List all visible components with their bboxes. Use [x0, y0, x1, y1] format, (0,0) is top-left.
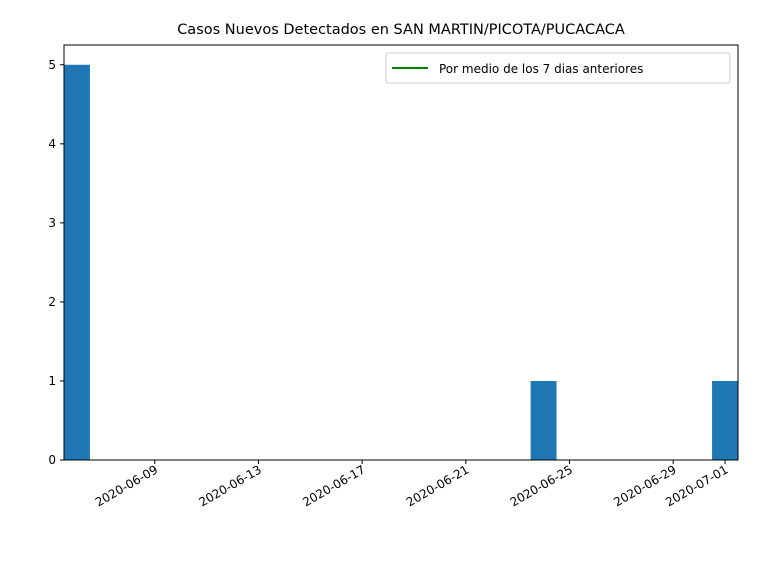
y-tick-label: 2	[48, 295, 56, 309]
chart-title: Casos Nuevos Detectados en SAN MARTIN/PI…	[177, 22, 625, 38]
x-tick-label: 2020-06-17	[300, 462, 367, 509]
y-tick-label: 3	[48, 216, 56, 230]
x-tick-label: 2020-06-25	[508, 462, 575, 509]
x-tick-label: 2020-06-21	[404, 462, 471, 509]
y-tick-label: 5	[48, 58, 56, 72]
y-axis: 0 1 2 3 4 5	[48, 58, 64, 467]
plot-frame	[63, 44, 739, 461]
bar-2020-07-01	[712, 380, 738, 460]
bars-layer	[64, 64, 738, 460]
bar-2020-06-24	[530, 380, 557, 460]
legend-label: Por medio de los 7 dias anteriores	[439, 62, 643, 76]
legend: Por medio de los 7 dias anteriores	[385, 52, 731, 84]
y-tick-label: 1	[48, 374, 56, 388]
bar-2020-06-06	[64, 64, 90, 460]
x-tick-label: 2020-06-09	[93, 462, 160, 509]
legend-frame	[385, 52, 731, 84]
x-tick-label: 2020-06-13	[197, 462, 264, 509]
y-tick-label: 0	[48, 453, 56, 467]
x-axis: 2020-06-09 2020-06-13 2020-06-17 2020-06-21…	[93, 460, 731, 509]
y-tick-label: 4	[48, 137, 56, 151]
